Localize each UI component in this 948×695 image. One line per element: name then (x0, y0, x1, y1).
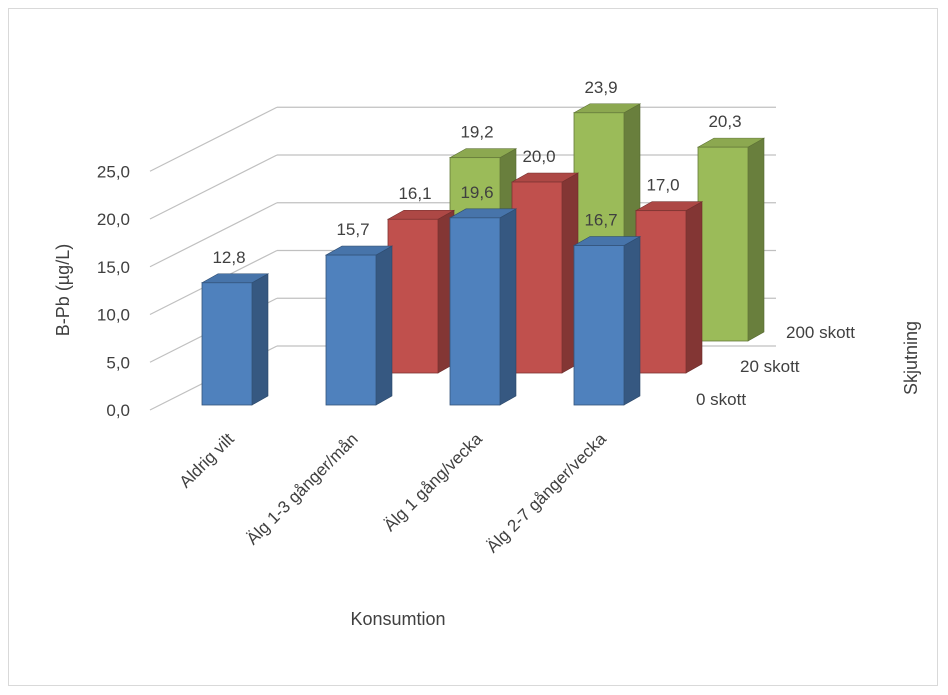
bar-side (375, 245, 393, 406)
data-label: 12,8 (212, 248, 245, 267)
bar-front (573, 245, 625, 406)
y-tick-label: 15,0 (97, 258, 130, 277)
y-axis-tick-labels: 0,0 5,0 10,0 15,0 20,0 25,0 (97, 162, 130, 420)
bar-front (387, 218, 439, 374)
depth-tick-label: 0 skott (696, 390, 746, 409)
side-gridline (149, 202, 278, 268)
side-gridline (149, 106, 278, 172)
bar (510, 172, 580, 374)
bar-front (201, 282, 253, 406)
bar (696, 137, 766, 342)
bar (386, 209, 456, 374)
depth-axis-labels: 0 skott 20 skott 200 skott (696, 323, 855, 409)
bar-side (685, 201, 703, 374)
x-tick-label: Älg 2-7 gånger/vecka (483, 429, 610, 556)
x-axis-title: Konsumtion (350, 609, 445, 629)
bar-front (511, 181, 563, 374)
data-label: 17,0 (646, 176, 679, 195)
y-tick-label: 10,0 (97, 306, 130, 325)
data-label: 16,1 (398, 184, 431, 203)
depth-axis-title: Skjutning (901, 321, 921, 395)
bar-side (623, 236, 641, 406)
data-labels: 19,2 23,9 20,3 16,1 20,0 17,0 12,8 15,7 19,6 16,7 (212, 78, 741, 267)
data-label: 20,0 (522, 147, 555, 166)
y-tick-label: 20,0 (97, 210, 130, 229)
bar-front (697, 146, 749, 342)
x-tick-label: Älg 1-3 gånger/mån (243, 429, 362, 548)
y-tick-label: 0,0 (106, 401, 130, 420)
data-label: 19,2 (460, 123, 493, 142)
bar-side (499, 208, 517, 406)
bar-side (747, 137, 765, 342)
bar (634, 201, 704, 374)
data-label: 15,7 (336, 220, 369, 239)
y-tick-label: 5,0 (106, 353, 130, 372)
y-axis-title: B-Pb (µg/L) (53, 244, 73, 336)
bar-front (325, 254, 377, 406)
data-label: 19,6 (460, 183, 493, 202)
bars (200, 103, 766, 406)
bar (200, 273, 270, 406)
data-label: 16,7 (584, 211, 617, 230)
side-gridline (149, 154, 278, 220)
bar (572, 236, 642, 406)
bar-front (449, 217, 501, 406)
bar (448, 208, 518, 406)
data-label: 20,3 (708, 112, 741, 131)
depth-tick-label: 200 skott (786, 323, 855, 342)
bar (324, 245, 394, 406)
bar-front (635, 210, 687, 374)
x-tick-label: Älg 1 gång/vecka (380, 429, 486, 535)
bar-side (251, 273, 269, 406)
y-tick-label: 25,0 (97, 162, 130, 181)
x-tick-label: Aldrig vilt (176, 429, 238, 491)
data-label: 23,9 (584, 78, 617, 97)
x-axis-tick-labels: Aldrig vilt Älg 1-3 gånger/mån Älg 1 gång/… (176, 429, 611, 556)
depth-tick-label: 20 skott (740, 357, 800, 376)
